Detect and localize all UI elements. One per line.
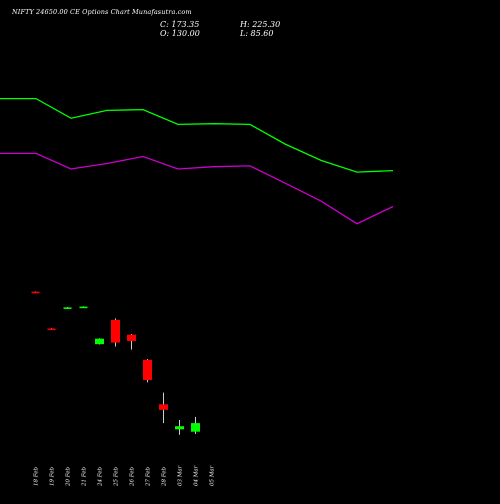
x-tick-label: 18 Feb (34, 466, 40, 486)
candle-body (47, 328, 56, 331)
candle-body (63, 307, 72, 309)
candle-body (95, 338, 104, 345)
candle-body (159, 404, 168, 410)
x-tick-label: 25 Feb (114, 466, 120, 487)
x-tick-label: 19 Feb (50, 466, 56, 486)
lower-band-line (0, 152, 394, 225)
candle-body (111, 319, 120, 343)
upper-band-line (0, 97, 394, 173)
x-tick-label: 20 Feb (66, 466, 72, 487)
low-value: L: 85.60 (240, 29, 274, 38)
open-value: O: 130.00 (160, 29, 200, 38)
x-tick-label: 04 Mar (194, 465, 200, 486)
candle-body (31, 291, 40, 294)
x-tick-label: 24 Feb (98, 466, 104, 487)
candle-body (191, 423, 200, 432)
x-tick-label: 27 Feb (146, 466, 152, 487)
close-value: C: 173.35 (160, 20, 200, 29)
candle-body (143, 359, 152, 381)
candle-body (79, 306, 88, 309)
x-tick-label: 28 Feb (162, 466, 168, 487)
x-tick-label: 05 Mar (210, 465, 216, 486)
candle-body (175, 426, 184, 430)
x-tick-label: 26 Feb (130, 466, 136, 487)
candle-body (127, 334, 136, 341)
chart-title: NIFTY 24650.00 CE Options Chart Munafasu… (12, 8, 192, 16)
x-tick-label: 21 Feb (82, 466, 88, 487)
x-tick-label: 03 Mar (178, 465, 184, 486)
high-value: H: 225.30 (240, 20, 281, 29)
